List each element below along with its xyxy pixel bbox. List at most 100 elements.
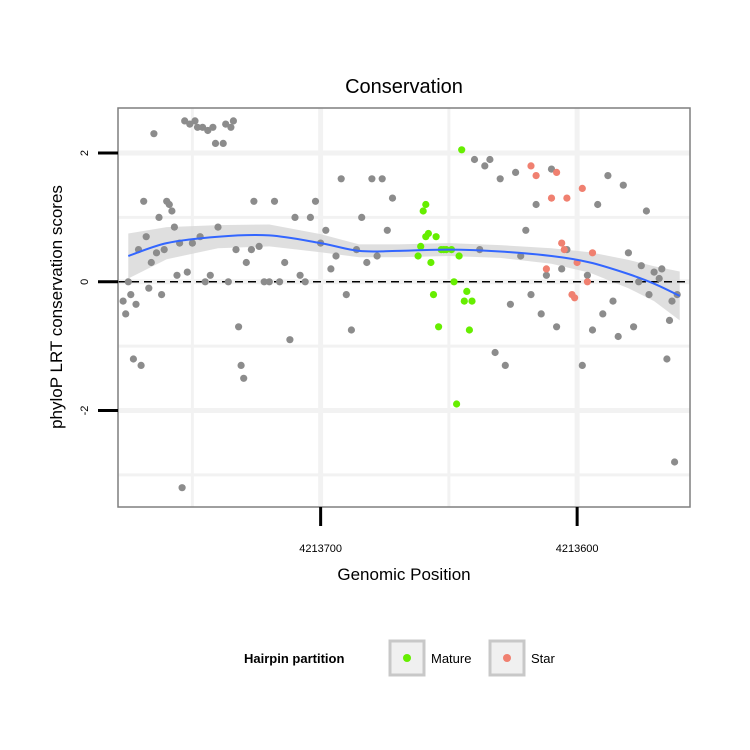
data-point-other	[201, 278, 209, 286]
data-point-other	[155, 213, 163, 221]
data-point-other	[373, 252, 381, 260]
data-point-mature	[435, 323, 443, 331]
data-point-other	[532, 200, 540, 209]
data-point-other	[378, 175, 386, 183]
data-point-other	[232, 246, 240, 254]
data-point-star	[578, 184, 586, 192]
smooth-line-group	[127, 233, 681, 297]
data-point-other	[655, 274, 663, 283]
data-point-other	[599, 310, 607, 318]
data-point-star	[532, 172, 540, 180]
data-point-other	[327, 265, 335, 273]
data-point-other	[214, 223, 222, 231]
data-point-other	[122, 310, 130, 318]
data-point-other	[347, 326, 355, 334]
data-point-mature	[419, 207, 427, 215]
data-point-other	[506, 300, 514, 308]
data-point-other	[624, 249, 633, 257]
data-point-mature	[432, 233, 440, 241]
legend-swatch-mature	[403, 654, 411, 662]
data-point-mature	[458, 146, 466, 154]
data-point-mature	[427, 258, 435, 267]
y-tick-label: 0	[79, 279, 91, 285]
data-point-other	[145, 284, 153, 292]
data-point-other	[332, 252, 340, 260]
data-point-other	[665, 316, 674, 324]
x-axis: 4213700 4213600	[299, 507, 599, 555]
data-point-other	[578, 361, 586, 369]
confidence-band-group	[128, 224, 680, 321]
data-point-other	[255, 242, 263, 250]
data-point-mature	[417, 242, 425, 250]
data-point-other	[281, 258, 289, 267]
data-point-other	[227, 123, 235, 131]
data-point-other	[363, 258, 371, 267]
data-point-other	[209, 123, 217, 131]
data-point-other	[668, 297, 676, 305]
data-point-other	[658, 265, 666, 273]
x-tick-label: 4213600	[556, 543, 599, 555]
data-point-star	[583, 278, 592, 286]
data-point-other	[588, 326, 597, 334]
data-point-other	[337, 175, 345, 183]
data-point-star	[553, 168, 561, 176]
data-point-mature	[450, 278, 458, 286]
data-point-other	[240, 374, 248, 382]
data-point-other	[547, 165, 556, 173]
smooth-line	[127, 233, 681, 297]
data-point-other	[224, 278, 232, 286]
data-point-other	[470, 155, 479, 164]
data-point-other	[517, 252, 525, 260]
confidence-band	[128, 224, 680, 321]
data-point-other	[553, 323, 561, 331]
data-point-other	[642, 207, 651, 215]
legend-swatch-star	[503, 654, 511, 662]
data-point-star	[547, 194, 556, 202]
data-point-other	[270, 197, 279, 205]
data-point-other	[604, 172, 612, 180]
data-point-other	[132, 300, 140, 308]
data-point-other	[558, 265, 566, 273]
data-point-mature	[460, 297, 468, 305]
data-point-mature	[468, 297, 476, 305]
plot-panel	[117, 107, 691, 508]
data-point-other	[276, 278, 284, 286]
data-point-mature	[463, 287, 471, 295]
data-point-other	[265, 278, 273, 286]
data-point-other	[368, 175, 376, 183]
data-point-mature	[455, 252, 463, 260]
data-point-other	[383, 226, 391, 234]
data-point-other	[147, 258, 155, 267]
data-point-other	[119, 297, 127, 305]
data-point-other	[286, 336, 294, 344]
data-point-other	[170, 223, 178, 231]
data-point-other	[296, 271, 304, 279]
data-point-other	[311, 197, 320, 205]
data-point-other	[178, 484, 186, 492]
data-point-other	[158, 291, 166, 299]
data-point-star	[560, 246, 568, 254]
data-point-other	[663, 355, 671, 363]
data-point-other	[671, 458, 679, 466]
data-point-other	[501, 361, 509, 369]
data-point-star	[542, 265, 551, 273]
legend-key-mature	[388, 639, 426, 677]
data-point-other	[635, 278, 643, 286]
data-points	[119, 117, 681, 492]
y-axis: 2 0 -2	[79, 150, 118, 415]
data-point-other	[388, 194, 397, 202]
data-point-other	[137, 361, 145, 369]
data-point-other	[481, 162, 489, 170]
data-point-other	[129, 355, 137, 363]
data-point-other	[242, 258, 250, 267]
legend: Hairpin partition Mature Star	[244, 639, 556, 677]
data-point-other	[614, 332, 622, 341]
data-point-other	[645, 291, 653, 299]
data-point-mature	[422, 200, 430, 209]
data-point-other	[291, 213, 299, 221]
data-point-other	[237, 361, 245, 369]
data-point-star	[558, 239, 566, 247]
y-axis-title: phyloP LRT conservation scores	[47, 185, 66, 429]
legend-entries: Mature Star	[388, 639, 556, 677]
